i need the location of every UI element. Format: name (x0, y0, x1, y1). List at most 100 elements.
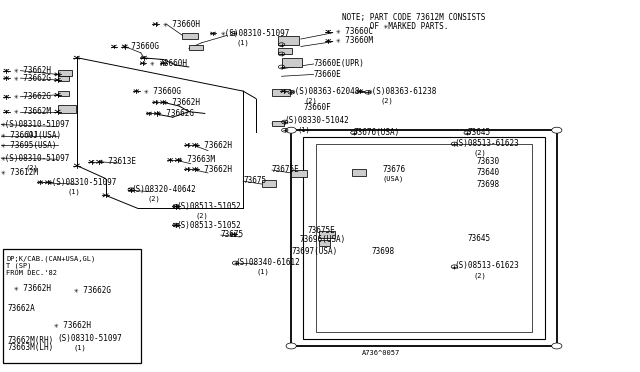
Bar (3, 249, 141, 363)
Text: (S)08513-61623: (S)08513-61623 (454, 139, 519, 148)
Text: ✳ 73662H: ✳ 73662H (163, 98, 200, 107)
Text: ✳ 73662H: ✳ 73662H (14, 284, 51, 293)
Text: ✳ 73662G: ✳ 73662G (74, 286, 111, 295)
Text: ✳ 73662G: ✳ 73662G (14, 92, 51, 101)
Bar (262, 180, 276, 187)
Text: (1): (1) (298, 127, 310, 134)
Text: (S)08340-61612: (S)08340-61612 (236, 258, 300, 267)
Circle shape (552, 343, 562, 349)
Text: (S)08330-51042: (S)08330-51042 (285, 116, 349, 125)
Text: DP;K/CAB.(CAN+USA,GL): DP;K/CAB.(CAN+USA,GL) (6, 255, 95, 262)
Text: ✳ 73660G: ✳ 73660G (144, 87, 181, 96)
Text: 73698: 73698 (477, 180, 500, 189)
Bar (282, 58, 302, 67)
Text: ✳ 73662H: ✳ 73662H (195, 141, 232, 150)
Text: 73698: 73698 (371, 247, 394, 256)
Bar (319, 240, 330, 246)
Text: (S)08513-61623: (S)08513-61623 (454, 262, 519, 270)
Text: (2): (2) (474, 272, 486, 279)
Text: ✳ 73662H: ✳ 73662H (54, 321, 92, 330)
Text: ✳ 73695(USA): ✳ 73695(USA) (1, 141, 57, 150)
Text: 73696(USA): 73696(USA) (300, 235, 346, 244)
Text: (S)08320-40642: (S)08320-40642 (131, 185, 196, 194)
Bar (58, 70, 72, 76)
Text: 73697(USA): 73697(USA) (291, 247, 337, 256)
Text: ✳ 73660J(USA): ✳ 73660J(USA) (1, 131, 61, 140)
Text: (2): (2) (195, 212, 208, 219)
Text: T (SP): T (SP) (6, 263, 32, 269)
Text: ✳(S)08310-51097: ✳(S)08310-51097 (1, 154, 70, 163)
Text: (USA): (USA) (383, 175, 404, 182)
Text: (2): (2) (474, 149, 486, 156)
Text: ✳ 73660G: ✳ 73660G (122, 42, 159, 51)
Text: ✳(S)08310-51097: ✳(S)08310-51097 (1, 120, 70, 129)
Text: 73660E: 73660E (314, 70, 341, 79)
Text: 73662A: 73662A (8, 304, 35, 313)
Bar (316, 144, 532, 332)
Bar (278, 48, 292, 54)
Text: ✳ 73662G: ✳ 73662G (14, 74, 51, 83)
Text: ✳(S)08363-61238: ✳(S)08363-61238 (368, 87, 437, 96)
Text: NOTE; PART CODE 73612M CONSISTS: NOTE; PART CODE 73612M CONSISTS (342, 13, 486, 22)
Text: A736^0057: A736^0057 (362, 350, 400, 356)
Bar (189, 45, 203, 50)
Text: 73630: 73630 (477, 157, 500, 166)
Text: (1): (1) (74, 344, 86, 351)
Text: ✳(S)08310-51097: ✳(S)08310-51097 (221, 29, 290, 38)
Text: 73640: 73640 (477, 169, 500, 177)
Text: FROM DEC.'82: FROM DEC.'82 (6, 270, 58, 276)
Text: 73645: 73645 (467, 128, 490, 137)
Text: (2): (2) (304, 97, 317, 104)
Text: (1): (1) (237, 39, 250, 46)
Circle shape (552, 127, 562, 133)
Bar (278, 36, 299, 45)
Text: 73645: 73645 (467, 234, 490, 243)
Text: 73676(USA): 73676(USA) (354, 128, 400, 137)
Bar (182, 33, 198, 39)
Text: ✳ 73663M: ✳ 73663M (178, 155, 215, 164)
Bar (58, 105, 76, 113)
Text: 73660F: 73660F (304, 103, 332, 112)
Text: ✳ 73612M: ✳ 73612M (1, 169, 38, 177)
Text: (S)08513-51052: (S)08513-51052 (176, 221, 241, 230)
Text: 73663M(LH): 73663M(LH) (8, 343, 54, 352)
Text: ✳ 73613E: ✳ 73613E (99, 157, 136, 166)
Bar (58, 76, 69, 81)
Text: (2): (2) (381, 97, 394, 104)
Text: 73675: 73675 (221, 230, 244, 239)
Text: ✳(S)08363-62048: ✳(S)08363-62048 (291, 87, 360, 96)
Text: 73660E(UPR): 73660E(UPR) (314, 59, 364, 68)
Text: ✳ 73662H: ✳ 73662H (195, 165, 232, 174)
Text: 73675E: 73675E (272, 165, 300, 174)
Text: (1): (1) (26, 131, 38, 137)
Bar (303, 137, 545, 339)
Text: (1): (1) (256, 268, 269, 275)
Text: ✳(S)08310-51097: ✳(S)08310-51097 (48, 178, 117, 187)
Text: (2): (2) (26, 164, 38, 171)
Bar (352, 169, 366, 176)
Text: ✳ 73660H: ✳ 73660H (150, 59, 188, 68)
Text: (S)08310-51097: (S)08310-51097 (58, 334, 122, 343)
Text: 73662M(RH): 73662M(RH) (8, 336, 54, 345)
Text: OF ✳MARKED PARTS.: OF ✳MARKED PARTS. (342, 22, 449, 31)
Text: ✳ 73660C: ✳ 73660C (336, 27, 373, 36)
Text: 73676: 73676 (383, 165, 406, 174)
Text: 73675: 73675 (243, 176, 266, 185)
Bar (272, 121, 284, 126)
Bar (272, 89, 290, 96)
Text: (1): (1) (67, 188, 80, 195)
Text: ✳ 73660M: ✳ 73660M (336, 36, 373, 45)
Bar (291, 170, 307, 177)
Bar (58, 91, 69, 96)
Circle shape (286, 127, 296, 133)
Text: (2): (2) (147, 196, 160, 202)
Text: (S)08513-51052: (S)08513-51052 (176, 202, 241, 211)
Text: ✳ 73660H: ✳ 73660H (163, 20, 200, 29)
Text: ✳ 73662G: ✳ 73662G (157, 109, 194, 118)
Text: ✳ 73662H: ✳ 73662H (14, 66, 51, 75)
Bar (319, 231, 335, 238)
Text: 73675E: 73675E (307, 226, 335, 235)
Text: ✳ 73662M: ✳ 73662M (14, 107, 51, 116)
Bar (291, 130, 557, 346)
Circle shape (286, 343, 296, 349)
